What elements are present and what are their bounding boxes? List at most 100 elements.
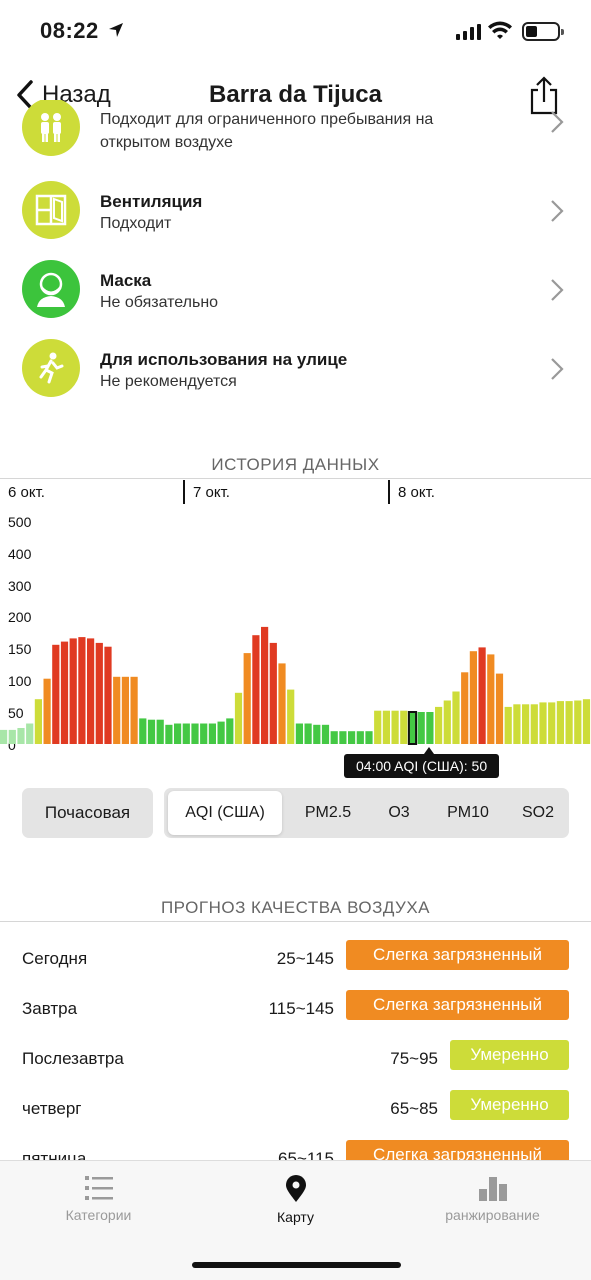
chart-bar[interactable] bbox=[495, 673, 504, 744]
chart-bar[interactable] bbox=[269, 642, 277, 744]
chevron-right-icon bbox=[551, 200, 564, 222]
chart-bar[interactable] bbox=[313, 724, 321, 744]
chart-bar[interactable] bbox=[522, 704, 530, 744]
chart-bar[interactable] bbox=[487, 654, 495, 744]
date-tick bbox=[183, 480, 185, 504]
segment-o3[interactable]: O3 bbox=[388, 804, 410, 821]
recommendation-ventilation[interactable]: Вентиляция Подходит bbox=[0, 171, 591, 249]
chart-bar[interactable] bbox=[34, 699, 42, 744]
chart-bar[interactable] bbox=[304, 723, 312, 745]
status-bar: 08:22 bbox=[0, 0, 591, 64]
chart-bar[interactable] bbox=[348, 731, 356, 744]
chart-bar[interactable] bbox=[104, 646, 112, 744]
recommendation-mask[interactable]: Маска Не обязательно bbox=[0, 250, 591, 328]
chart-bar[interactable] bbox=[191, 723, 199, 745]
chart-bar[interactable] bbox=[539, 702, 547, 744]
chart-bar-selected[interactable] bbox=[407, 711, 418, 745]
list-icon bbox=[84, 1176, 113, 1200]
chart-bar[interactable] bbox=[147, 719, 156, 744]
forecast-badge[interactable]: Слегка загрязненный bbox=[346, 990, 569, 1020]
chart-bar[interactable] bbox=[356, 731, 364, 744]
chart-bar[interactable] bbox=[513, 704, 521, 744]
chart-bar[interactable] bbox=[321, 724, 330, 744]
chart-bar[interactable] bbox=[330, 731, 338, 744]
chart-bar[interactable] bbox=[121, 676, 129, 744]
chart-bar[interactable] bbox=[252, 635, 260, 744]
chart-bar[interactable] bbox=[60, 641, 69, 744]
chevron-right-icon bbox=[551, 111, 564, 133]
tab-label: ранжирование bbox=[445, 1207, 540, 1223]
chart-bar[interactable] bbox=[565, 701, 573, 744]
chart-bar[interactable] bbox=[461, 672, 469, 744]
chart-bar[interactable] bbox=[0, 729, 8, 744]
tab-ranking[interactable]: ранжирование bbox=[394, 1175, 591, 1223]
chart-bar[interactable] bbox=[426, 712, 434, 744]
chart-bar[interactable] bbox=[365, 731, 373, 744]
segment-pm25[interactable]: PM2.5 bbox=[304, 804, 352, 821]
segment-so2[interactable]: SO2 bbox=[521, 804, 554, 821]
chart-bar[interactable] bbox=[234, 692, 243, 744]
chart-bar[interactable] bbox=[382, 710, 390, 744]
tab-categories[interactable]: Категории bbox=[0, 1175, 197, 1223]
hourly-button[interactable]: Почасовая bbox=[22, 788, 153, 838]
chart-bar[interactable] bbox=[556, 701, 564, 744]
chart-bar[interactable] bbox=[548, 702, 556, 744]
chart-bar[interactable] bbox=[452, 691, 460, 745]
chart-bar[interactable] bbox=[113, 676, 121, 744]
chart-bar[interactable] bbox=[200, 723, 208, 745]
chart-bar[interactable] bbox=[174, 723, 182, 745]
chart-bar[interactable] bbox=[52, 644, 60, 744]
chart-bar[interactable] bbox=[95, 642, 103, 744]
chart-bar[interactable] bbox=[400, 710, 408, 744]
chart-bar[interactable] bbox=[69, 638, 77, 744]
chart-bar[interactable] bbox=[574, 700, 582, 745]
chart-bar[interactable] bbox=[582, 699, 591, 744]
chart-bar[interactable] bbox=[530, 704, 538, 744]
tab-label: Категории bbox=[65, 1207, 132, 1223]
recommendation-subtitle: Подходит для ограниченного пребывания на bbox=[100, 111, 434, 128]
chart-bar[interactable] bbox=[261, 626, 269, 744]
chart-bar[interactable] bbox=[226, 718, 234, 744]
chart-bar[interactable] bbox=[435, 706, 443, 744]
chart-bar[interactable] bbox=[78, 637, 86, 744]
aqi-history-chart[interactable] bbox=[0, 500, 591, 780]
chart-bar[interactable] bbox=[217, 721, 225, 744]
chart-bar[interactable] bbox=[17, 728, 25, 744]
forecast-day: Послезавтра bbox=[22, 1049, 124, 1068]
forecast-badge[interactable]: Слегка загрязненный bbox=[346, 940, 569, 970]
chart-bar[interactable] bbox=[504, 706, 512, 744]
chart-bar[interactable] bbox=[165, 724, 173, 744]
recommendation-outdoor[interactable]: Подходит для ограниченного пребывания на… bbox=[0, 100, 591, 166]
chart-bar[interactable] bbox=[391, 710, 399, 744]
chart-bar[interactable] bbox=[287, 689, 295, 744]
share-icon[interactable] bbox=[528, 76, 560, 116]
chart-bar[interactable] bbox=[156, 719, 164, 744]
chart-bar[interactable] bbox=[278, 663, 286, 744]
forecast-badge[interactable]: Умеренно bbox=[450, 1040, 569, 1070]
chart-bar[interactable] bbox=[26, 723, 34, 745]
chart-bar[interactable] bbox=[139, 718, 147, 744]
forecast-badge[interactable]: Умеренно bbox=[450, 1090, 569, 1120]
tab-map[interactable]: Карту bbox=[197, 1175, 394, 1225]
chart-bar[interactable] bbox=[208, 723, 216, 745]
chart-bar[interactable] bbox=[443, 700, 451, 745]
chart-bar[interactable] bbox=[478, 647, 486, 744]
chart-bar[interactable] bbox=[295, 723, 303, 745]
chart-bar[interactable] bbox=[469, 651, 477, 744]
segment-aqi[interactable]: AQI (США) bbox=[168, 791, 282, 835]
forecast-day: четверг bbox=[22, 1099, 82, 1118]
chart-bar[interactable] bbox=[182, 723, 190, 745]
forecast-range: 65~85 bbox=[390, 1099, 438, 1118]
chart-bar[interactable] bbox=[374, 710, 382, 744]
chart-bar[interactable] bbox=[417, 712, 425, 744]
chart-bar[interactable] bbox=[43, 678, 51, 744]
recommendation-outdoor-sports[interactable]: Для использования на улице Не рекомендуе… bbox=[0, 329, 591, 400]
chart-bar[interactable] bbox=[130, 676, 138, 744]
forecast-row: Сегодня 25~145 Слегка загрязненный bbox=[0, 934, 591, 984]
chart-bar[interactable] bbox=[243, 653, 251, 744]
chart-bar[interactable] bbox=[87, 638, 95, 744]
segment-pm10[interactable]: PM10 bbox=[447, 804, 489, 821]
chart-bar[interactable] bbox=[8, 729, 16, 744]
battery-icon bbox=[522, 22, 564, 41]
chart-bar[interactable] bbox=[339, 731, 347, 744]
